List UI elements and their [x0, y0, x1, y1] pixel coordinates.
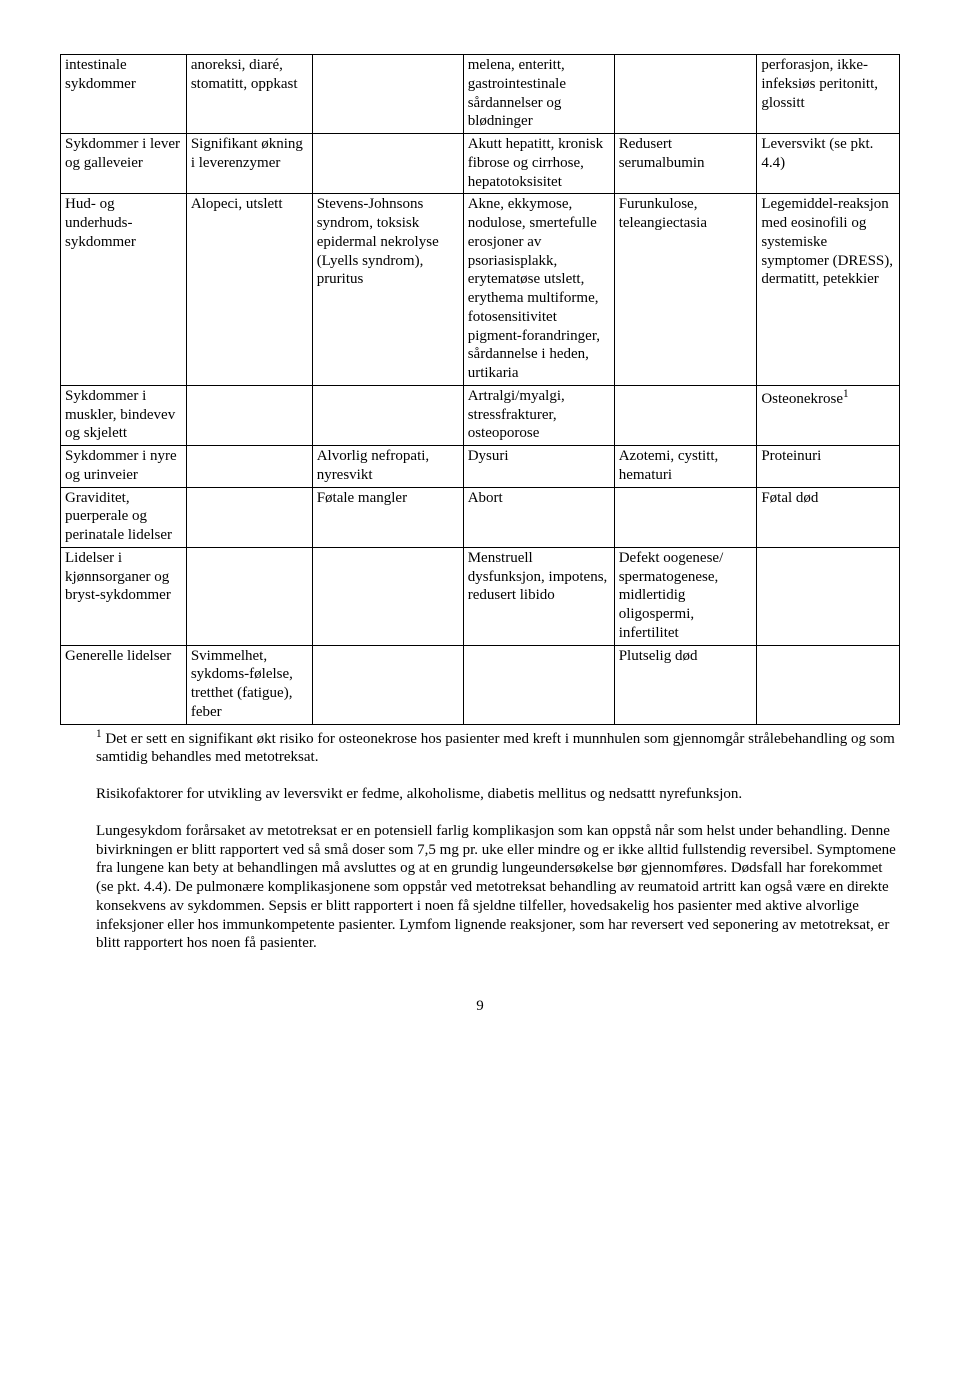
table-cell: [186, 446, 312, 488]
footnote-text: Det er sett en signifikant økt risiko fo…: [96, 731, 895, 766]
table-cell: Graviditet, puerperale og perinatale lid…: [61, 487, 187, 547]
paragraph-risk-factors: Risikofaktorer for utvikling av leversvi…: [96, 785, 900, 804]
table-row: Lidelser i kjønnsorganer og bryst-sykdom…: [61, 547, 900, 645]
table-cell: Føtale mangler: [312, 487, 463, 547]
table-cell: [312, 134, 463, 194]
table-cell: [614, 55, 757, 134]
table-cell: Dysuri: [463, 446, 614, 488]
table-cell: [463, 645, 614, 724]
table-cell: Sykdommer i nyre og urinveier: [61, 446, 187, 488]
table-cell: Legemiddel-reaksjon med eosinofili og sy…: [757, 194, 900, 386]
table-cell: [312, 55, 463, 134]
table-cell: Lidelser i kjønnsorganer og bryst-sykdom…: [61, 547, 187, 645]
table-cell: Sykdommer i lever og galleveier: [61, 134, 187, 194]
table-cell: Artralgi/myalgi, stressfrakturer, osteop…: [463, 385, 614, 445]
table-cell: [757, 547, 900, 645]
table-cell: Akutt hepatitt, kronisk fibrose og cirrh…: [463, 134, 614, 194]
table-cell: Proteinuri: [757, 446, 900, 488]
table-cell: Azotemi, cystitt, hematuri: [614, 446, 757, 488]
page-number: 9: [60, 997, 900, 1016]
table-cell: Akne, ekkymose, nodulose, smertefulle er…: [463, 194, 614, 386]
table-cell: perforasjon, ikke-infeksiøs peritonitt, …: [757, 55, 900, 134]
table-cell: Sykdommer i muskler, bindevev og skjelet…: [61, 385, 187, 445]
table-cell: melena, enteritt, gastrointestinale sård…: [463, 55, 614, 134]
table-cell: Hud- og underhuds-sykdommer: [61, 194, 187, 386]
table-cell: [312, 547, 463, 645]
table-row: Sykdommer i lever og galleveierSignifika…: [61, 134, 900, 194]
table-cell: Furunkulose, teleangiectasia: [614, 194, 757, 386]
table-cell: Generelle lidelser: [61, 645, 187, 724]
table-cell: anoreksi, diaré, stomatitt, oppkast: [186, 55, 312, 134]
table-cell: [186, 385, 312, 445]
table-row: Generelle lidelserSvimmelhet, sykdoms-fø…: [61, 645, 900, 724]
table-cell: Leversvikt (se pkt. 4.4): [757, 134, 900, 194]
table-cell: Plutselig død: [614, 645, 757, 724]
table-cell: [186, 487, 312, 547]
superscript: 1: [843, 388, 849, 400]
table-cell: Stevens-Johnsons syndrom, toksisk epider…: [312, 194, 463, 386]
table-row: intestinale sykdommeranoreksi, diaré, st…: [61, 55, 900, 134]
paragraph-lung-disease: Lungesykdom forårsaket av metotreksat er…: [96, 822, 900, 953]
table-cell: [186, 547, 312, 645]
table-cell: [312, 645, 463, 724]
table-cell: Alvorlig nefropati, nyresvikt: [312, 446, 463, 488]
table-cell: Føtal død: [757, 487, 900, 547]
adverse-effects-table: intestinale sykdommeranoreksi, diaré, st…: [60, 54, 900, 725]
table-row: Sykdommer i muskler, bindevev og skjelet…: [61, 385, 900, 445]
table-cell: [312, 385, 463, 445]
table-row: Sykdommer i nyre og urinveier Alvorlig ne…: [61, 446, 900, 488]
table-cell: [614, 385, 757, 445]
table-cell: [614, 487, 757, 547]
table-cell: Abort: [463, 487, 614, 547]
table-row: Hud- og underhuds-sykdommerAlopeci, utsl…: [61, 194, 900, 386]
table-cell: Svimmelhet, sykdoms-følelse, tretthet (f…: [186, 645, 312, 724]
table-cell: [757, 645, 900, 724]
table-cell: Defekt oogenese/ spermatogenese, midlert…: [614, 547, 757, 645]
table-cell: Menstruell dysfunksjon, impotens, reduse…: [463, 547, 614, 645]
table-cell: intestinale sykdommer: [61, 55, 187, 134]
table-cell: Osteonekrose1: [757, 385, 900, 445]
table-footnote: 1 Det er sett en signifikant økt risiko …: [96, 727, 900, 768]
table-cell: Alopeci, utslett: [186, 194, 312, 386]
table-cell: Redusert serumalbumin: [614, 134, 757, 194]
table-row: Graviditet, puerperale og perinatale lid…: [61, 487, 900, 547]
table-cell: Signifikant økning i leverenzymer: [186, 134, 312, 194]
